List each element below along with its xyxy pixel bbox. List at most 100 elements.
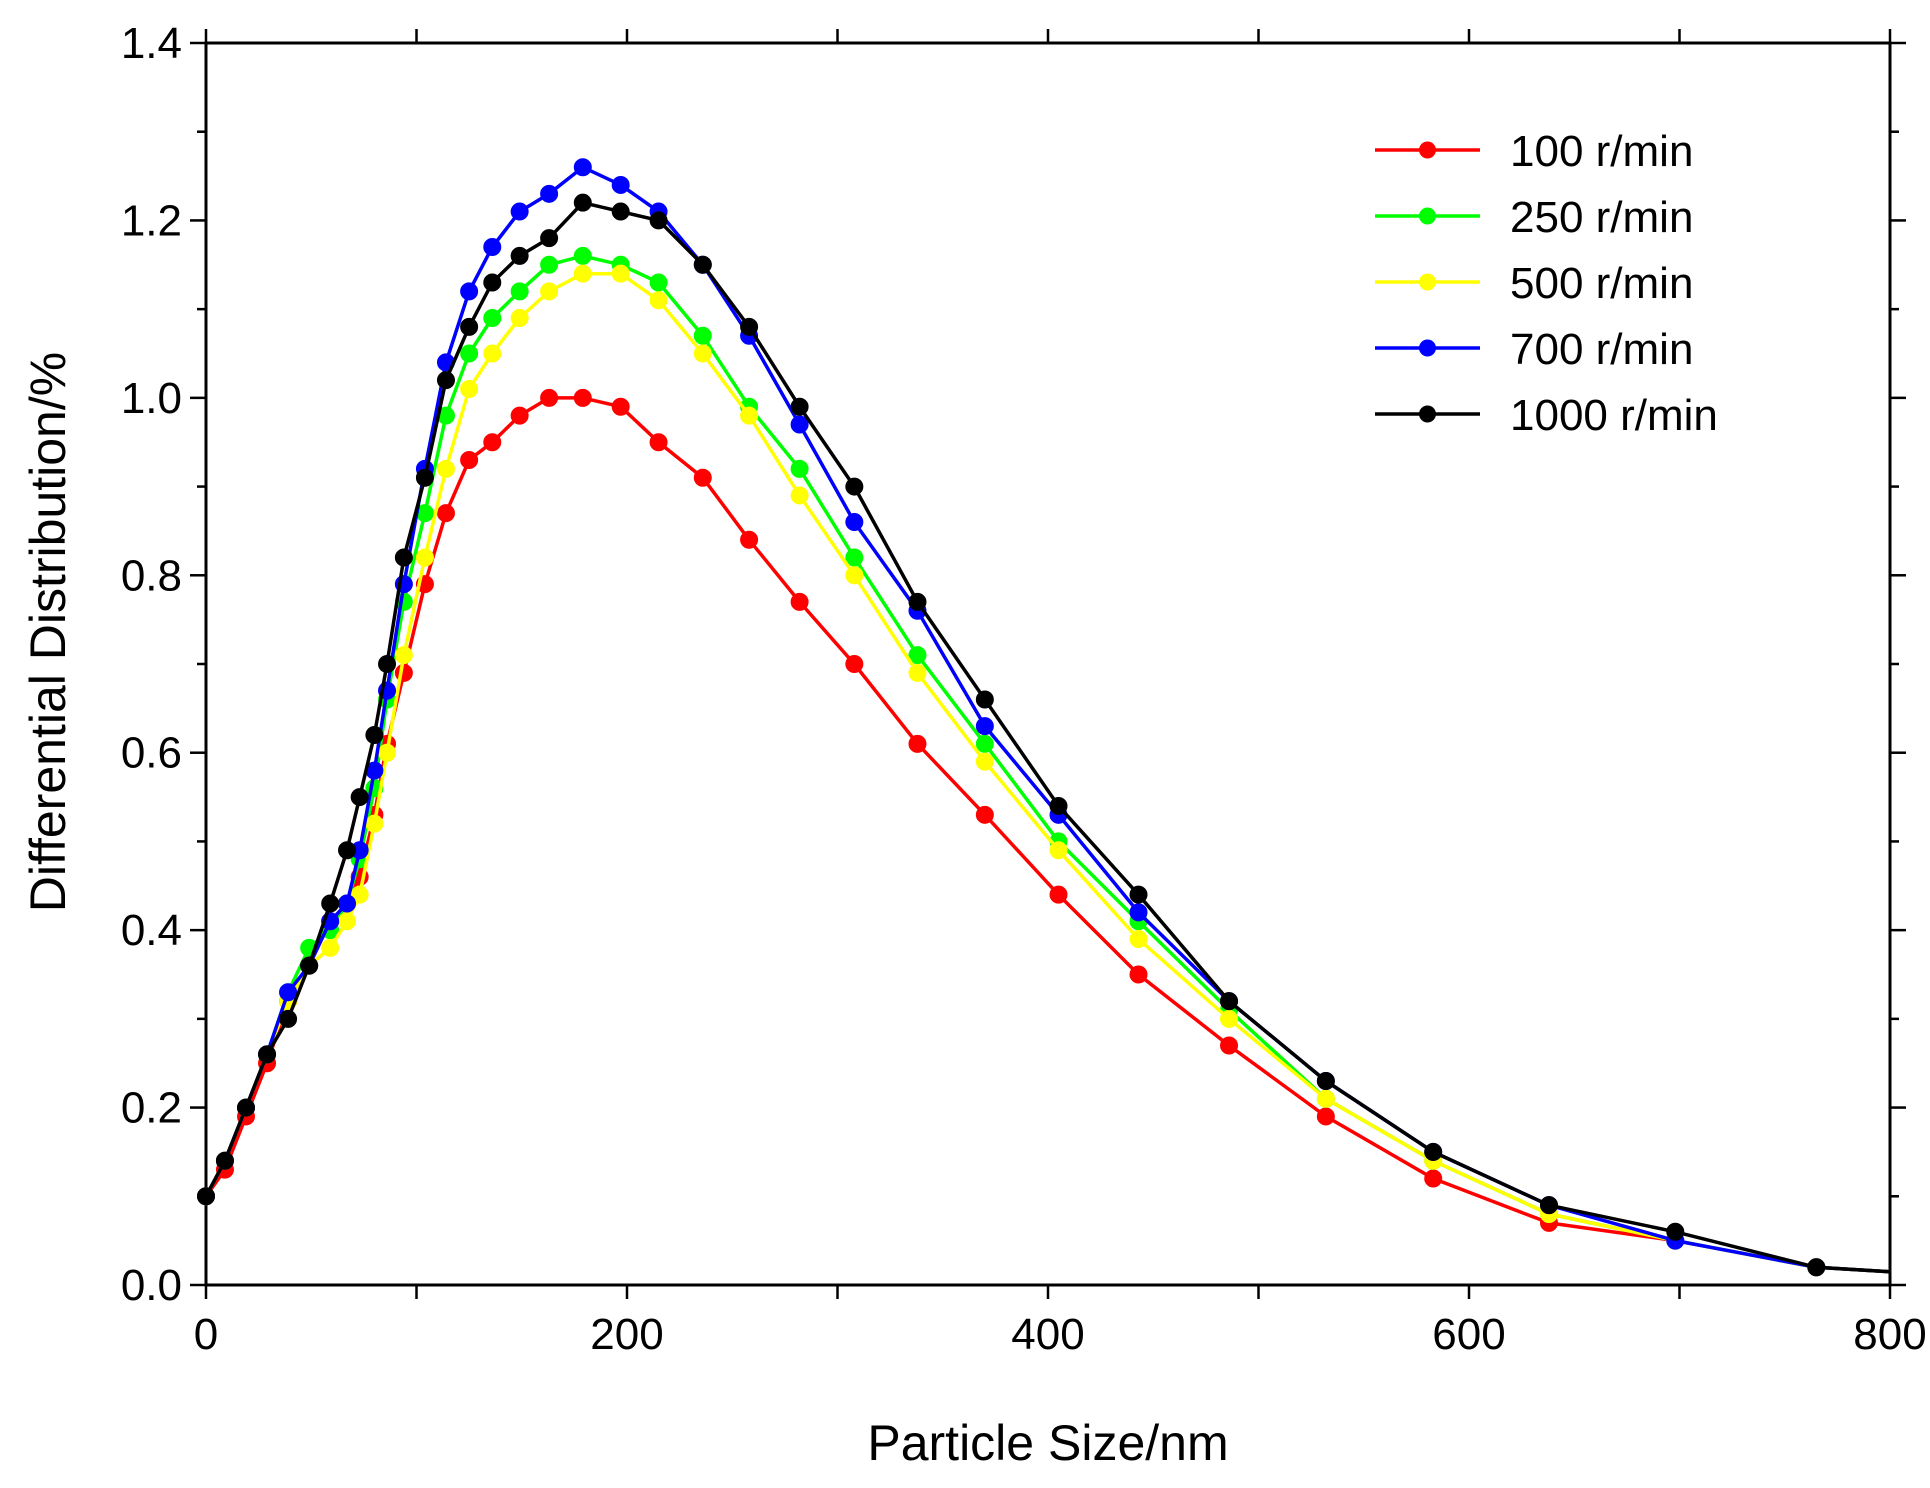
- legend: 100 r/min 250 r/min 500 r/min 700 r/min 1000…: [1375, 127, 1718, 440]
- data-point: [436, 371, 455, 390]
- y-tick-label: 0.4: [121, 906, 182, 955]
- data-point: [790, 397, 809, 416]
- data-point: [693, 468, 712, 487]
- data-point: [510, 406, 529, 425]
- data-point: [350, 885, 369, 904]
- data-point: [510, 282, 529, 301]
- data-point: [300, 956, 319, 975]
- data-point: [845, 566, 864, 585]
- data-point: [611, 175, 630, 194]
- data-point: [1129, 965, 1148, 984]
- data-point: [790, 486, 809, 505]
- data-point: [1316, 1107, 1335, 1126]
- data-point: [338, 841, 357, 860]
- data-point: [790, 415, 809, 434]
- data-point: [378, 743, 397, 762]
- data-point: [845, 548, 864, 567]
- data-point: [540, 184, 559, 203]
- data-point: [1129, 885, 1148, 904]
- data-point: [415, 468, 434, 487]
- legend-label: 100 r/min: [1510, 127, 1693, 176]
- data-point: [483, 238, 502, 257]
- y-axis-title: Differential Distribution/%: [20, 352, 76, 912]
- y-tick-label: 0.8: [121, 551, 182, 600]
- y-tick-label: 0.0: [121, 1261, 182, 1310]
- data-point: [540, 282, 559, 301]
- x-axis-title: Particle Size/nm: [867, 1415, 1228, 1471]
- data-point: [649, 211, 668, 230]
- data-point: [573, 264, 592, 283]
- data-point: [236, 1098, 255, 1117]
- series-4: [197, 193, 1891, 1277]
- x-tick-label: 400: [1011, 1310, 1084, 1359]
- data-point: [649, 291, 668, 310]
- data-point: [540, 229, 559, 248]
- y-tick-label: 1.2: [121, 196, 182, 245]
- data-point: [483, 273, 502, 292]
- data-point: [338, 894, 357, 913]
- data-point: [740, 406, 759, 425]
- data-point: [197, 1187, 215, 1206]
- data-point: [483, 433, 502, 452]
- data-point: [611, 202, 630, 221]
- data-point: [436, 459, 455, 478]
- data-point: [394, 548, 413, 567]
- data-point: [611, 397, 630, 416]
- y-tick-label: 0.6: [121, 729, 182, 778]
- data-point: [573, 388, 592, 407]
- data-point: [649, 433, 668, 452]
- data-point: [1220, 992, 1239, 1011]
- data-point: [573, 246, 592, 265]
- data-point: [1539, 1196, 1558, 1215]
- data-point: [908, 663, 927, 682]
- data-point: [394, 646, 413, 665]
- data-point: [540, 255, 559, 274]
- data-point: [845, 513, 864, 532]
- data-point: [693, 344, 712, 363]
- data-point: [460, 344, 479, 363]
- data-point: [1129, 930, 1148, 949]
- data-point: [908, 592, 927, 611]
- legend-label: 700 r/min: [1510, 325, 1693, 374]
- data-point: [845, 655, 864, 673]
- x-tick-label: 200: [590, 1310, 663, 1359]
- data-point: [365, 814, 384, 833]
- series-group: [197, 158, 1891, 1277]
- data-point: [693, 326, 712, 345]
- data-point: [510, 202, 529, 221]
- data-point: [975, 690, 994, 709]
- legend-swatch-marker: [1419, 339, 1436, 357]
- series-line: [204, 396, 1891, 1274]
- data-point: [338, 912, 357, 931]
- y-tick-label: 1.4: [121, 19, 182, 68]
- data-point: [321, 894, 340, 913]
- legend-item: 250 r/min: [1375, 193, 1693, 242]
- data-point: [483, 309, 502, 328]
- data-point: [975, 734, 994, 753]
- legend-label: 1000 r/min: [1510, 391, 1718, 440]
- legend-swatch-marker: [1419, 273, 1436, 291]
- y-tick-label: 1.0: [121, 374, 182, 423]
- data-point: [1316, 1089, 1335, 1108]
- legend-item: 100 r/min: [1375, 127, 1693, 176]
- data-point: [1424, 1142, 1443, 1161]
- data-point: [573, 193, 592, 212]
- data-point: [740, 317, 759, 336]
- legend-item: 700 r/min: [1375, 325, 1693, 374]
- data-point: [365, 725, 384, 744]
- legend-label: 250 r/min: [1510, 193, 1693, 242]
- data-point: [483, 344, 502, 363]
- data-point: [1316, 1071, 1335, 1090]
- data-point: [1220, 1036, 1239, 1055]
- data-point: [975, 805, 994, 824]
- data-point: [790, 592, 809, 611]
- data-point: [460, 379, 479, 398]
- data-point: [1666, 1222, 1685, 1241]
- series-line: [204, 200, 1891, 1274]
- data-point: [510, 246, 529, 265]
- y-tick-label: 0.2: [121, 1084, 182, 1133]
- data-point: [1049, 885, 1068, 904]
- data-point: [740, 530, 759, 549]
